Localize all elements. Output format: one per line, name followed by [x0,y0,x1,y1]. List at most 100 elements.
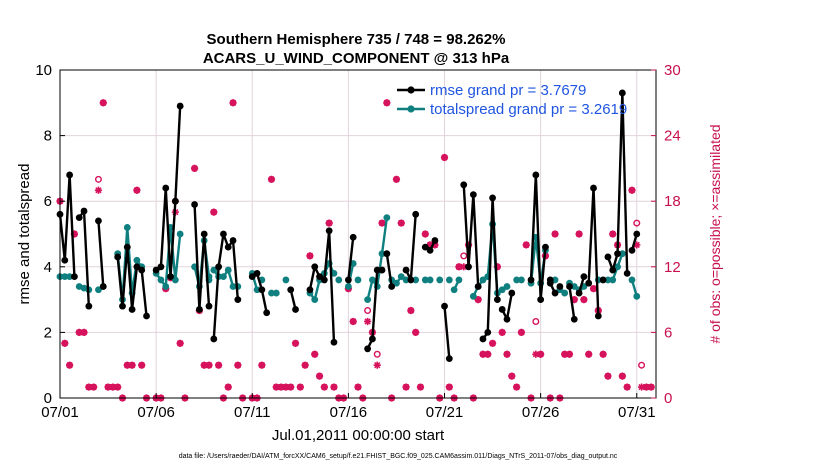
obs-assimilated-marker [431,241,439,249]
obs-assimilated-marker [421,230,429,238]
y-tick-label: 0 [44,390,52,407]
totalspread-point [369,276,376,284]
rmse-point [489,194,496,202]
rmse-point [224,243,232,251]
obs-assimilated-marker [258,361,266,369]
totalspread-point [609,276,617,284]
rmse-point [542,243,549,251]
obs-assimilated-marker [282,383,290,391]
rmse-point [75,214,83,222]
rmse-point [527,276,535,284]
obs-assimilated-marker [426,241,434,249]
totalspread-point [95,286,102,294]
obs-possible-marker [94,175,102,183]
obs-assimilated-marker [325,219,333,227]
totalspread-point [272,289,280,297]
rmse-point [258,286,266,294]
obs-assimilated-marker [272,383,280,391]
rmse-point [200,230,208,238]
obs-assimilated-marker [320,383,328,391]
rmse-point [503,315,511,323]
rmse-point [388,283,396,290]
y-tick-label: 10 [35,62,52,79]
x-tick-label: 07/31 [618,404,656,421]
rmse-point [220,230,227,238]
rmse-line-segment [308,229,336,343]
rmse-line-segment [155,106,182,278]
obs-assimilated-marker [460,263,468,271]
rmse-point [66,171,74,179]
obs-assimilated-marker [80,328,88,336]
obs-assimilated-marker [407,306,415,315]
totalspread-point [421,276,429,284]
legend-rmse-label: rmse grand pr = 3.7679 [430,82,586,99]
totalspread-point [402,276,410,284]
obs-assimilated-marker [623,383,631,391]
rmse-line-segment [78,209,91,307]
obs-assimilated-marker [565,350,574,358]
rmse-point [546,276,554,284]
obs-assimilated-marker [628,186,636,194]
rmse-point [585,279,593,287]
rmse-point [253,269,261,277]
obs-assimilated-marker [133,186,141,194]
y-axis-ticks: 0 2 4 6 8 10 [35,62,65,407]
rmse-point [412,210,420,218]
obs-assimilated-marker [517,328,526,336]
obs-assimilated-marker [378,219,386,227]
rmse-point [306,286,314,294]
rmse-point [123,243,131,251]
rmse-point [508,289,516,297]
obs-assimilated-marker [580,296,588,304]
rmse-point [99,283,107,290]
obs-assimilated-marker [287,383,295,391]
totalspread-point [618,250,626,258]
obs-possible-marker [373,350,381,358]
obs-assimilated-marker [532,350,540,358]
obs-assimilated-marker [637,383,646,391]
totalspread-point [344,283,352,290]
rmse-line-segment [481,196,499,340]
rmse-point [325,227,333,235]
obs-assimilated-marker [397,219,405,227]
obs-assimilated-marker [210,208,218,216]
rmse-line-segment [501,292,513,321]
rmse-point [604,253,612,261]
obs-assimilated-marker [123,361,131,369]
obs-assimilated-marker [551,230,559,238]
x-axis-ticks: 07/01 07/06 07/11 07/16 07/21 07/26 07/31 [41,393,656,421]
rmse-point [474,283,482,290]
rmse-point [71,273,78,281]
rmse-point [234,296,242,303]
rmse-point [633,230,641,238]
obs-assimilated-marker [416,383,425,391]
rmse-point [556,283,564,290]
rmse-point [80,207,88,215]
rmse-point [575,289,583,297]
obs-assimilated-marker [200,361,208,369]
rmse-point [373,266,381,274]
rmse-point [532,171,540,179]
obs-assimilated-marker [642,383,650,391]
obs-assimilated-marker [474,296,482,304]
obs-assimilated-marker [70,230,79,238]
rmse-line-segment [529,173,547,301]
y-tick-label: 2 [44,324,52,341]
rmse-point [128,306,136,313]
grid [59,69,656,399]
obs-assimilated-marker [604,372,612,380]
y-right-axis-label: # of obs: o=possible; ×=assimilated [707,124,723,343]
rmse-point [594,312,602,320]
rmse-point [537,296,545,303]
rmse-point [551,289,559,297]
rmse-point [248,273,256,281]
obs-assimilated-marker [445,383,453,391]
y-right-axis-ticks: 0 6 12 18 24 30 [651,62,681,407]
totalspread-point [335,276,343,284]
rmse-line-segment [347,237,355,281]
rmse-point [493,296,501,303]
totalspread-point [133,256,141,264]
totalspread-point [412,276,420,284]
obs-assimilated-marker [455,263,463,271]
obs-assimilated-marker [109,383,117,391]
